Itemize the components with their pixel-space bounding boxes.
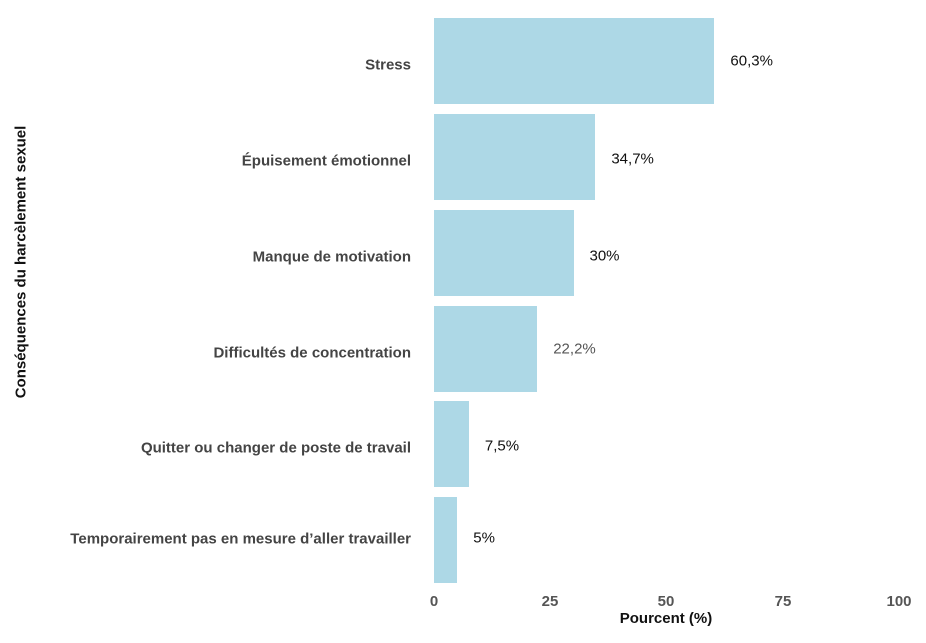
bar: [434, 497, 458, 583]
value-label: 60,3%: [730, 52, 773, 70]
category-label: Difficultés de concentration: [213, 344, 411, 362]
x-tick: 25: [541, 593, 559, 610]
x-tick: 75: [774, 593, 792, 610]
bar: [434, 18, 715, 104]
bar: [434, 114, 596, 200]
bar: [434, 210, 574, 296]
category-label: Manque de motivation: [252, 248, 411, 266]
value-label: 5%: [473, 529, 495, 547]
category-label: Stress: [365, 56, 411, 74]
bar: [434, 401, 469, 487]
category-label: Temporairement pas en mesure d’aller tra…: [70, 530, 411, 548]
y-axis-label: Conséquences du harcèlement sexuel: [12, 125, 30, 399]
value-label: 22,2%: [553, 340, 596, 358]
value-label: 7,5%: [484, 437, 520, 455]
x-tick: 0: [429, 593, 439, 610]
bar: [434, 306, 538, 392]
x-tick: 100: [886, 593, 912, 610]
category-label: Quitter ou changer de poste de travail: [140, 439, 411, 457]
x-tick: 50: [657, 593, 675, 610]
category-label: Épuisement émotionnel: [241, 152, 411, 170]
value-label: 34,7%: [611, 150, 654, 168]
x-axis-label: Pourcent (%): [619, 610, 713, 627]
value-label: 30%: [589, 247, 620, 265]
